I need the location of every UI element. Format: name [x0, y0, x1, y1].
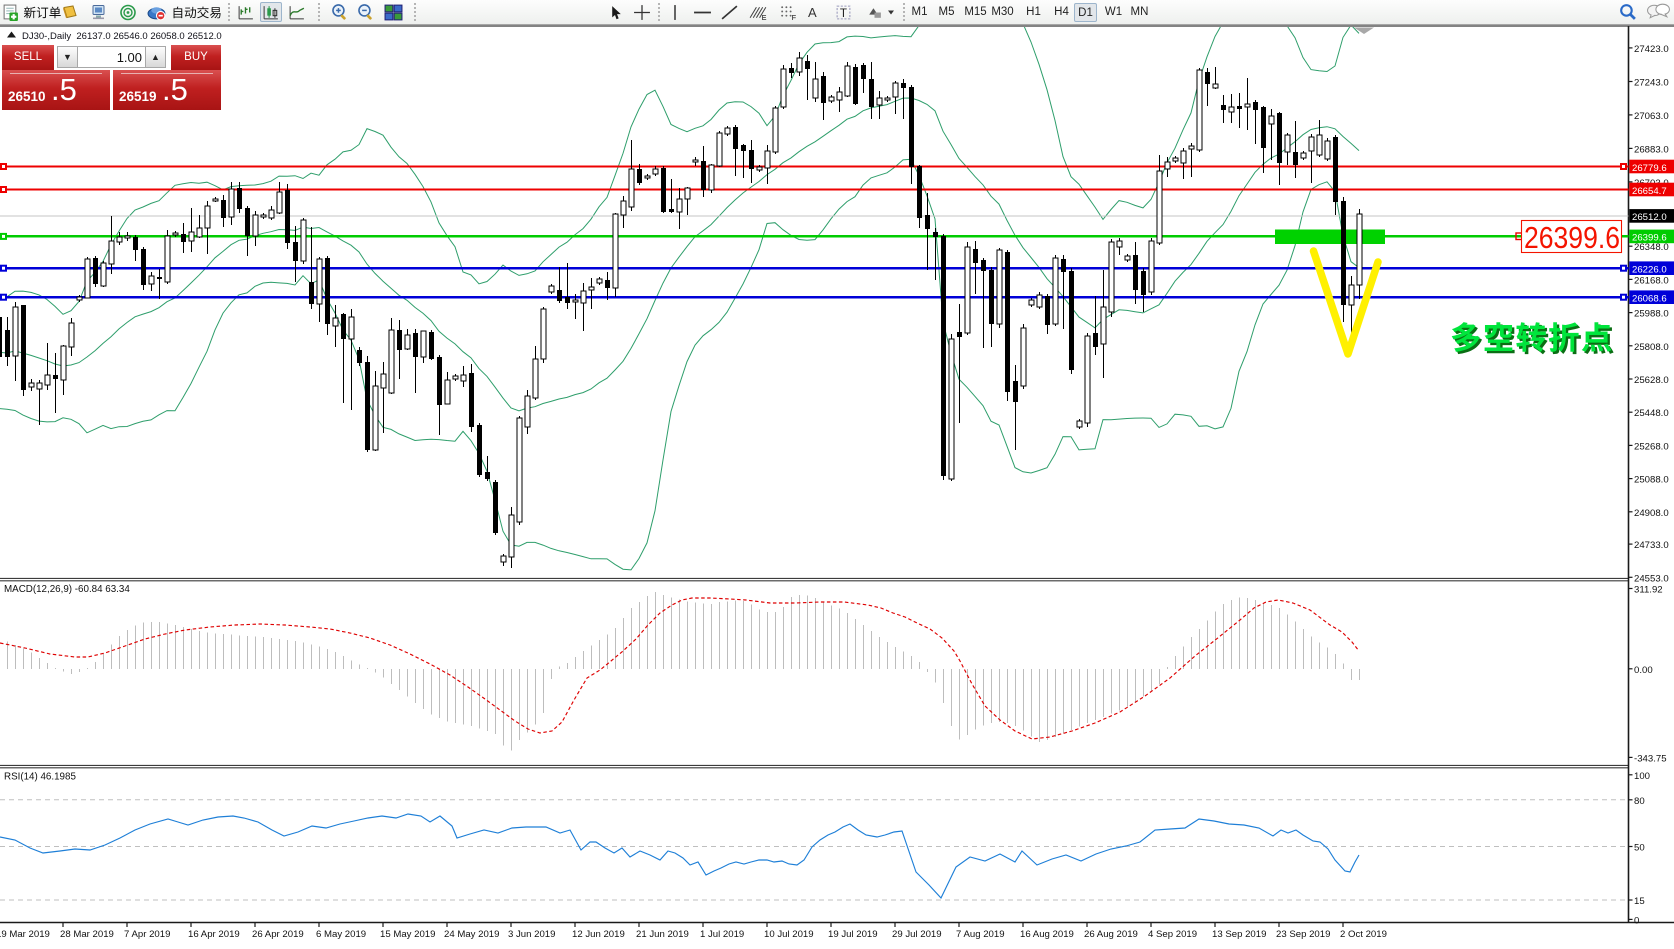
- svg-text:24553.0: 24553.0: [1634, 573, 1669, 584]
- svg-text:-343.75: -343.75: [1634, 753, 1667, 764]
- svg-text:80: 80: [1634, 796, 1645, 807]
- svg-text:26399.6: 26399.6: [1632, 233, 1667, 244]
- svg-text:RSI(14) 46.1985: RSI(14) 46.1985: [4, 772, 76, 783]
- svg-text:100: 100: [1634, 771, 1650, 782]
- svg-text:E: E: [762, 12, 767, 20]
- svg-text:19 Jul 2019: 19 Jul 2019: [828, 929, 878, 940]
- svg-text:7 Aug 2019: 7 Aug 2019: [956, 929, 1005, 940]
- svg-text:26512.0: 26512.0: [1632, 212, 1667, 223]
- svg-text:21 Jun 2019: 21 Jun 2019: [636, 929, 689, 940]
- svg-text:26654.7: 26654.7: [1632, 186, 1667, 197]
- svg-text:311.92: 311.92: [1634, 585, 1663, 596]
- svg-text:25268.0: 25268.0: [1634, 441, 1669, 452]
- svg-text:16 Aug 2019: 16 Aug 2019: [1020, 929, 1074, 940]
- svg-text:25448.0: 25448.0: [1634, 408, 1669, 419]
- svg-text:26 Aug 2019: 26 Aug 2019: [1084, 929, 1138, 940]
- svg-text:4 Sep 2019: 4 Sep 2019: [1148, 929, 1197, 940]
- svg-text:27243.0: 27243.0: [1634, 78, 1669, 89]
- svg-text:26168.0: 26168.0: [1634, 275, 1669, 286]
- svg-text:13 Sep 2019: 13 Sep 2019: [1212, 929, 1266, 940]
- svg-text:F: F: [792, 12, 797, 20]
- svg-text:26779.6: 26779.6: [1632, 163, 1667, 174]
- svg-text:24733.0: 24733.0: [1634, 540, 1669, 551]
- svg-text:0: 0: [1634, 915, 1639, 926]
- svg-text:26348.0: 26348.0: [1634, 242, 1669, 253]
- svg-text:26399.6: 26399.6: [1524, 220, 1620, 255]
- svg-text:25088.0: 25088.0: [1634, 475, 1669, 486]
- svg-text:3 Jun 2019: 3 Jun 2019: [508, 929, 555, 940]
- svg-text:15: 15: [1634, 896, 1645, 907]
- svg-text:7 Apr 2019: 7 Apr 2019: [124, 929, 170, 940]
- svg-text:23 Sep 2019: 23 Sep 2019: [1276, 929, 1330, 940]
- svg-text:0.00: 0.00: [1634, 665, 1653, 676]
- svg-text:27063.0: 27063.0: [1634, 111, 1669, 122]
- svg-text:25628.0: 25628.0: [1634, 375, 1669, 386]
- svg-text:27423.0: 27423.0: [1634, 44, 1669, 55]
- svg-text:2 Oct 2019: 2 Oct 2019: [1340, 929, 1387, 940]
- svg-text:10 Jul 2019: 10 Jul 2019: [764, 929, 814, 940]
- svg-text:16 Apr 2019: 16 Apr 2019: [188, 929, 240, 940]
- svg-text:25808.0: 25808.0: [1634, 342, 1669, 353]
- svg-text:MACD(12,26,9) -60.84 63.34: MACD(12,26,9) -60.84 63.34: [4, 584, 130, 595]
- svg-text:6 May 2019: 6 May 2019: [316, 929, 366, 940]
- svg-text:DJ30-,Daily 26137.0 26546.0 2: DJ30-,Daily 26137.0 26546.0 26058.0 2651…: [22, 31, 222, 42]
- svg-text:26 Apr 2019: 26 Apr 2019: [252, 929, 304, 940]
- svg-text:28 Mar 2019: 28 Mar 2019: [60, 929, 114, 940]
- svg-text:24 May 2019: 24 May 2019: [444, 929, 499, 940]
- svg-text:12 Jun 2019: 12 Jun 2019: [572, 929, 625, 940]
- svg-text:24908.0: 24908.0: [1634, 508, 1669, 519]
- svg-text:15 May 2019: 15 May 2019: [380, 929, 435, 940]
- svg-text:29 Jul 2019: 29 Jul 2019: [892, 929, 942, 940]
- svg-text:1 Jul 2019: 1 Jul 2019: [700, 929, 744, 940]
- svg-text:26226.0: 26226.0: [1632, 265, 1667, 276]
- svg-text:25988.0: 25988.0: [1634, 309, 1669, 320]
- svg-text:50: 50: [1634, 843, 1645, 854]
- svg-text:19 Mar 2019: 19 Mar 2019: [0, 929, 50, 940]
- svg-text:26068.6: 26068.6: [1632, 294, 1667, 305]
- svg-text:T: T: [840, 6, 847, 19]
- svg-text:26883.0: 26883.0: [1634, 144, 1669, 155]
